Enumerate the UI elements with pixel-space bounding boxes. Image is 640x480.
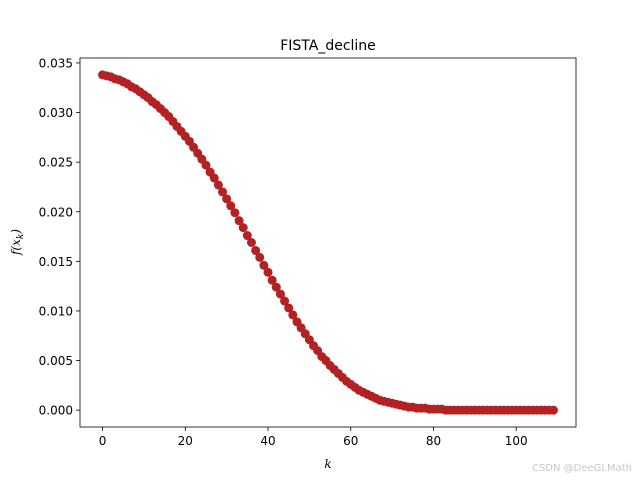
y-tick-label: 0.035	[39, 56, 73, 70]
data-point	[284, 303, 294, 313]
x-axis-ticks: 0 20 40 60 80 100	[99, 427, 528, 448]
y-axis-label: f(xk)	[9, 229, 26, 256]
data-point	[222, 194, 232, 204]
chart-title: FISTA_decline	[280, 38, 376, 54]
data-point	[238, 223, 248, 233]
x-tick-label: 0	[99, 434, 107, 448]
x-tick-label: 40	[260, 434, 275, 448]
x-tick-label: 80	[426, 434, 441, 448]
data-point	[548, 405, 558, 415]
data-point	[209, 173, 219, 183]
data-point	[259, 260, 269, 270]
y-axis-label-close: )	[9, 229, 23, 235]
data-point	[288, 310, 298, 320]
y-axis-label-func: f(x	[9, 239, 23, 256]
y-tick-label: 0.010	[39, 304, 73, 318]
data-point	[234, 216, 244, 226]
data-point	[213, 180, 223, 190]
watermark: CSDN @DeeGLMath	[531, 463, 632, 474]
data-point	[251, 245, 261, 255]
y-tick-label: 0.000	[39, 404, 73, 418]
y-tick-label: 0.020	[39, 205, 73, 219]
data-point	[218, 187, 228, 197]
y-axis-ticks: 0.000 0.005 0.010 0.015 0.020 0.025 0.030 0.035	[39, 56, 80, 418]
x-axis-label: k	[324, 457, 331, 471]
y-tick-label: 0.015	[39, 255, 73, 269]
data-point	[246, 238, 256, 247]
data-point	[255, 252, 265, 262]
y-tick-label: 0.005	[39, 354, 73, 368]
data-point	[226, 201, 236, 211]
y-axis-label-sub: k	[16, 234, 26, 239]
y-tick-label: 0.030	[39, 106, 73, 120]
x-tick-label: 100	[505, 434, 528, 448]
x-tick-label: 60	[343, 434, 358, 448]
data-point	[263, 267, 273, 277]
data-point	[271, 282, 281, 292]
data-point	[267, 275, 277, 285]
data-markers	[98, 70, 558, 415]
data-point	[275, 289, 285, 299]
data-point	[242, 231, 252, 241]
data-point	[230, 208, 240, 218]
data-point	[280, 296, 290, 306]
y-tick-label: 0.025	[39, 156, 73, 170]
x-tick-label: 20	[178, 434, 193, 448]
plot-frame	[79, 57, 577, 428]
data-point	[201, 160, 211, 170]
plot-area-background	[80, 58, 576, 427]
